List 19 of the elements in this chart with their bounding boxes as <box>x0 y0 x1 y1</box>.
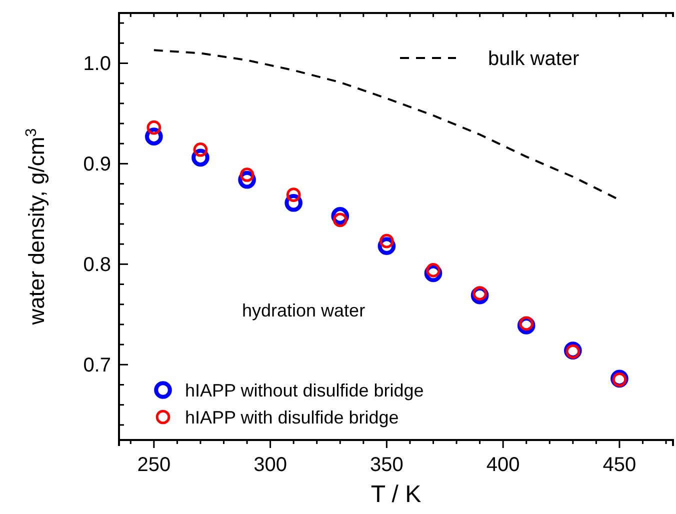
point <box>146 120 162 135</box>
x-tick-label: 450 <box>602 454 636 476</box>
point <box>332 212 348 228</box>
point <box>284 194 302 212</box>
y-tick-label: 0.8 <box>83 254 111 276</box>
y-tick-label: 0.7 <box>83 354 111 377</box>
y-tick-label: 1.0 <box>83 53 111 76</box>
x-axis-title: T / K <box>370 481 422 508</box>
x-tick-label: 250 <box>137 454 171 476</box>
point <box>193 142 208 157</box>
point <box>286 188 301 202</box>
y-tick-label: 0.9 <box>83 154 111 176</box>
x-tick-label: 300 <box>254 454 287 476</box>
legend-label: bulk water <box>488 48 580 70</box>
legend-label: hIAPP with disulfide bridge <box>185 407 399 428</box>
x-tick-label: 350 <box>370 454 404 476</box>
x-tick-label: 400 <box>486 454 520 476</box>
annotation: hydration water <box>242 300 366 320</box>
legend-label: hIAPP without disulfide bridge <box>185 380 424 400</box>
